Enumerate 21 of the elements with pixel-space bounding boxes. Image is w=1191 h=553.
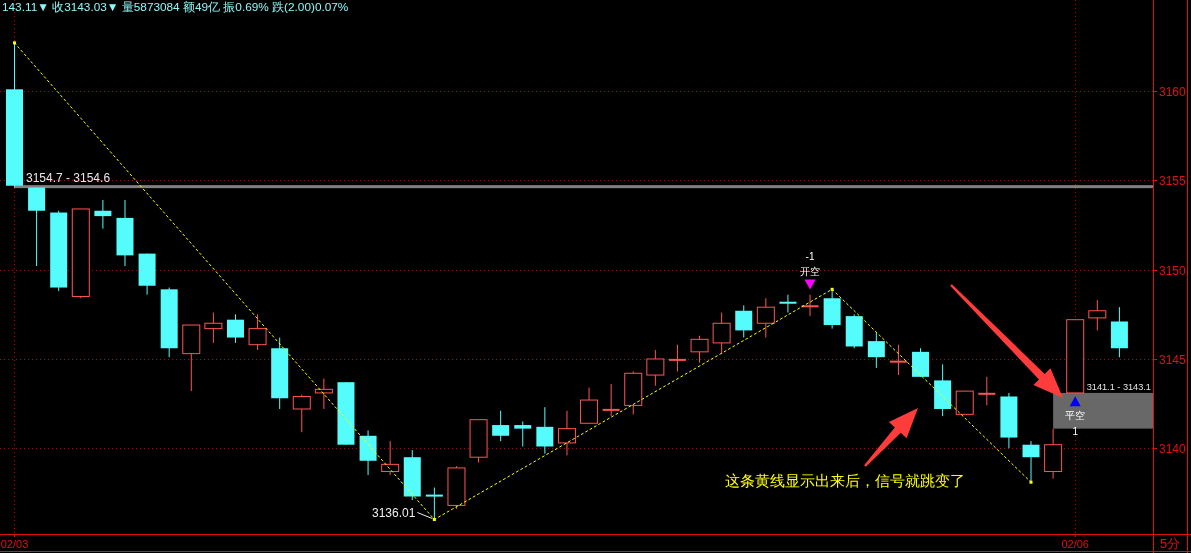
value-label: 3136.01 <box>371 505 416 520</box>
annotation: -1 <box>805 251 815 263</box>
series-label: 开空 <box>800 266 821 278</box>
title: 143.11▼ 收3143.03▼ 量5873084 额49亿 振0.69% 跌(2.00)0.07% <box>2 0 349 14</box>
point <box>1029 480 1033 484</box>
band-label: 3141.1 - 3143.1 <box>1086 381 1151 392</box>
point <box>432 518 436 522</box>
point <box>13 41 16 45</box>
annotation: 1 <box>1072 425 1078 437</box>
series-label: 平空 <box>1065 409 1086 421</box>
y-tick-label: 3140 <box>1159 442 1186 456</box>
y-tick-label: 3155 <box>1159 174 1186 188</box>
y-tick-label: 3150 <box>1159 264 1186 278</box>
y-tick-label: 3160 <box>1159 85 1186 99</box>
annotation: 这条黄线显示出来后，信号就跳变了 <box>725 472 965 489</box>
point <box>830 287 834 291</box>
x-tick-label: 02/06 <box>1061 538 1089 550</box>
x-tick-label: 02/03 <box>0 538 29 550</box>
band-label: 3154.7 - 3154.6 <box>26 171 111 186</box>
x-axis-title: 5分 <box>1160 536 1181 551</box>
y-tick-label: 3145 <box>1159 353 1186 367</box>
